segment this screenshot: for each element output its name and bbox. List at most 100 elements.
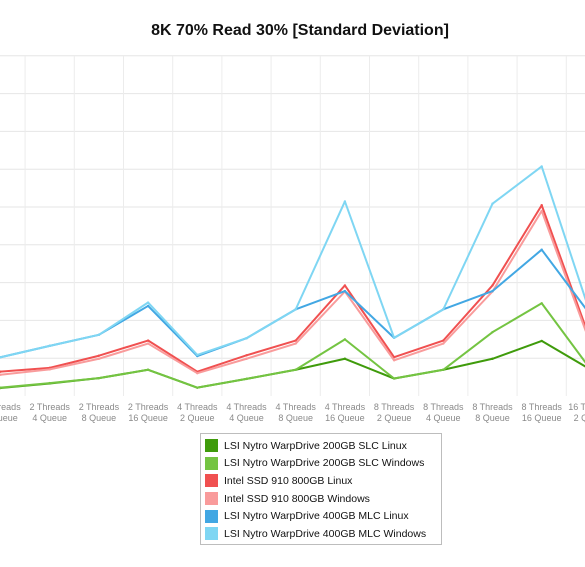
data-point [540, 209, 543, 213]
data-point [491, 289, 494, 293]
legend-item: LSI Nytro WarpDrive 200GB SLC Windows [201, 455, 441, 473]
data-point [245, 357, 248, 360]
data-point [245, 354, 248, 357]
x-tick-label: 4 Queue [229, 413, 264, 423]
data-point [442, 368, 445, 371]
legend-item: LSI Nytro WarpDrive 200GB SLC Linux [201, 437, 441, 455]
legend-swatch [205, 456, 218, 470]
x-tick-label: 2 Queue [377, 413, 412, 423]
x-tick-label: 4 Threads [177, 402, 218, 412]
series-3 [0, 204, 585, 373]
series-line [0, 204, 585, 373]
x-tick-label: 16 Queue [522, 413, 562, 423]
series-line [0, 165, 585, 359]
legend-label: LSI Nytro WarpDrive 400GB MLC Linux [224, 510, 409, 523]
data-point [245, 337, 248, 340]
x-tick-label: 8 Threads [472, 402, 513, 412]
x-tick-label: 16 Threads [568, 402, 585, 412]
legend-swatch [205, 509, 218, 523]
data-point [0, 386, 2, 389]
x-tick-label: 8 Threads [522, 402, 563, 412]
data-point [343, 357, 347, 360]
legend-item: Intel SSD 910 800GB Windows [201, 490, 441, 508]
data-point [48, 381, 51, 385]
data-point [196, 386, 199, 389]
data-point [48, 344, 51, 348]
data-point [491, 330, 494, 334]
x-tick-label: 4 Queue [32, 413, 67, 423]
series-lines [0, 165, 585, 390]
x-tick-label: 8 Queue [82, 413, 117, 423]
chart-title: 8K 70% Read 30% [Standard Deviation] [151, 22, 449, 39]
data-point [294, 339, 297, 342]
legend-swatch [205, 492, 218, 506]
data-point [540, 339, 543, 343]
data-point [0, 356, 2, 359]
series-line [0, 209, 585, 376]
series-2 [0, 302, 585, 389]
legend-item: LSI Nytro WarpDrive 400GB MLC Windows [201, 525, 441, 543]
data-point [540, 248, 543, 251]
data-point [196, 372, 199, 375]
series-line [0, 339, 585, 390]
series-1 [0, 339, 585, 390]
series-line [0, 302, 585, 389]
data-point [491, 357, 494, 360]
grid [0, 55, 585, 396]
x-tick-label: 16 Queue [128, 413, 168, 423]
x-tick-label: 4 Threads [276, 402, 317, 412]
data-point [146, 301, 150, 304]
legend-swatch [205, 527, 218, 541]
legend-label: LSI Nytro WarpDrive 200GB SLC Windows [224, 457, 425, 470]
legend-item: Intel SSD 910 800GB Linux [201, 472, 441, 490]
series-4 [0, 209, 585, 376]
data-point [146, 342, 150, 345]
x-tick-label: 8 Threads [423, 402, 464, 412]
data-point [146, 339, 150, 342]
x-tick-label: 2 Threads [30, 402, 71, 412]
x-tick-label: 16 Queue [325, 413, 365, 423]
x-tick-label: 2 Queue [180, 413, 215, 423]
data-point [491, 202, 494, 205]
data-point [196, 353, 199, 357]
data-point [294, 368, 297, 371]
data-point [392, 377, 396, 380]
legend-label: Intel SSD 910 800GB Linux [224, 474, 353, 487]
data-point [97, 333, 101, 337]
x-tick-label: 2 Queue [0, 413, 18, 423]
data-point [294, 308, 297, 311]
legend: LSI Nytro WarpDrive 200GB SLC Linux LSI N… [200, 433, 442, 545]
series-6 [0, 165, 585, 359]
x-tick-label: 8 Queue [278, 413, 313, 423]
data-point [0, 370, 2, 373]
data-point [294, 342, 297, 345]
data-point [97, 354, 101, 357]
data-point [343, 289, 347, 293]
legend-label: LSI Nytro WarpDrive 400GB MLC Windows [224, 527, 427, 540]
x-tick-label: 2 Threads [0, 402, 21, 412]
data-point [146, 368, 150, 371]
x-tick-label: 4 Queue [426, 413, 461, 423]
data-point [392, 359, 396, 362]
data-point [245, 377, 248, 381]
data-point [442, 308, 445, 311]
legend-item: LSI Nytro WarpDrive 400GB MLC Linux [201, 507, 441, 525]
data-point [97, 357, 101, 360]
x-tick-label: 2 Threads [128, 402, 169, 412]
data-point [491, 284, 494, 287]
x-tick-label: 2 Queue [574, 413, 585, 423]
legend-label: Intel SSD 910 800GB Windows [224, 492, 370, 505]
x-tick-label: 4 Threads [325, 402, 366, 412]
data-point [343, 200, 347, 203]
legend-swatch [205, 474, 218, 488]
data-point [343, 284, 347, 287]
x-tick-label: 8 Queue [475, 413, 510, 423]
data-point [48, 368, 51, 371]
data-point [442, 339, 445, 342]
x-tick-label: 8 Threads [374, 402, 415, 412]
data-point [540, 302, 543, 305]
x-tick-label: 2 Threads [79, 402, 120, 412]
data-point [540, 165, 543, 168]
